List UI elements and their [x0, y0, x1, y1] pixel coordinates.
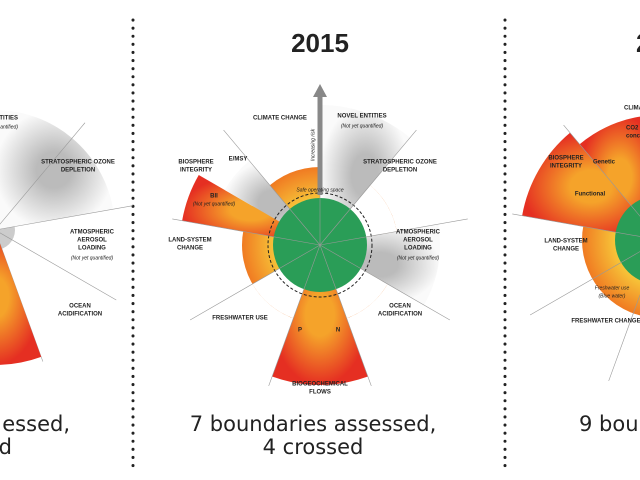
boundary	[267, 192, 373, 298]
label: concentrat	[626, 134, 640, 140]
safe-space	[615, 199, 640, 281]
spoke	[0, 122, 86, 225]
year: 2015	[291, 28, 349, 58]
label: ATMOSPHERIC	[396, 230, 441, 236]
wedge	[0, 110, 114, 230]
label: Increasing risk	[310, 128, 316, 161]
label: ACIDIFICATION	[378, 312, 422, 318]
label: LOADING	[404, 246, 432, 252]
label: DEPLETION	[383, 168, 417, 174]
label: (Not yet quantified)	[0, 124, 18, 130]
label: 4 crossed	[263, 435, 364, 459]
spoke	[529, 251, 640, 316]
label: BIOSPHERE	[548, 156, 583, 162]
label: 9 boun	[579, 412, 640, 436]
label: OCEAN	[389, 304, 411, 310]
label: LOADING	[78, 246, 106, 252]
spoke	[319, 218, 468, 246]
label: LAND-SYSTEM	[544, 239, 587, 245]
spoke	[268, 244, 321, 387]
label: 7 boundaries assessed,	[190, 412, 437, 436]
label: Genetic	[593, 160, 616, 166]
spoke	[172, 218, 321, 246]
wedge	[579, 116, 640, 217]
label: CO2	[626, 126, 639, 132]
label: CLIMATE CHANGE	[253, 116, 307, 122]
label: FLOWS	[309, 390, 331, 396]
label: Functional	[575, 192, 606, 198]
year: 2	[636, 28, 640, 58]
spoke	[319, 244, 372, 387]
label: d	[0, 435, 12, 459]
label: FRESHWATER CHANGE	[571, 319, 640, 325]
label: STRATOSPHERIC OZONE	[41, 160, 115, 166]
risk-arrow	[313, 84, 327, 97]
wedge	[522, 132, 640, 237]
label: ACIDIFICATION	[58, 312, 102, 318]
label: LAND-SYSTEM	[168, 238, 211, 244]
label: NOVEL ENTITIES	[337, 114, 386, 120]
label: INTEGRITY	[180, 168, 212, 174]
label: BIOGEOCHEMICAL	[292, 382, 348, 388]
label: N	[336, 328, 340, 334]
label: (Blue water)	[599, 293, 626, 299]
label: BII	[210, 194, 218, 200]
spoke	[0, 232, 117, 301]
label: essed,	[2, 412, 70, 436]
label: CHANGE	[553, 247, 579, 253]
spoke	[319, 244, 451, 321]
label: AEROSOL	[77, 238, 107, 244]
wedge	[272, 245, 368, 386]
label: OCEAN	[69, 304, 91, 310]
label: (Not yet quantified)	[397, 255, 440, 261]
wedge	[0, 243, 42, 365]
label: P	[298, 328, 302, 334]
label: E/MSY	[229, 157, 248, 163]
label: FRESHWATER USE	[212, 316, 268, 322]
label: BIOSPHERE	[178, 160, 213, 166]
label: (Not yet quantified)	[341, 123, 384, 129]
spoke	[512, 213, 640, 237]
spoke	[0, 205, 133, 230]
label: ATMOSPHERIC	[70, 230, 115, 236]
label: Freshwater use	[595, 285, 630, 291]
label: DEPLETION	[61, 168, 95, 174]
spoke	[319, 129, 417, 246]
label: STRATOSPHERIC OZONE	[363, 160, 437, 166]
label: CLIMA	[624, 106, 640, 112]
label: CHANGE	[177, 246, 203, 252]
label: AEROSOL	[403, 238, 433, 244]
label: (Not yet quantified)	[71, 255, 114, 261]
spoke	[563, 124, 640, 217]
label: (Not yet quantified)	[193, 201, 236, 207]
label: Safe operating space	[296, 187, 343, 193]
spoke	[608, 294, 640, 382]
spoke	[189, 244, 321, 321]
label: ENTITIES	[0, 116, 18, 122]
label: INTEGRITY	[550, 164, 582, 170]
spoke	[223, 129, 321, 246]
